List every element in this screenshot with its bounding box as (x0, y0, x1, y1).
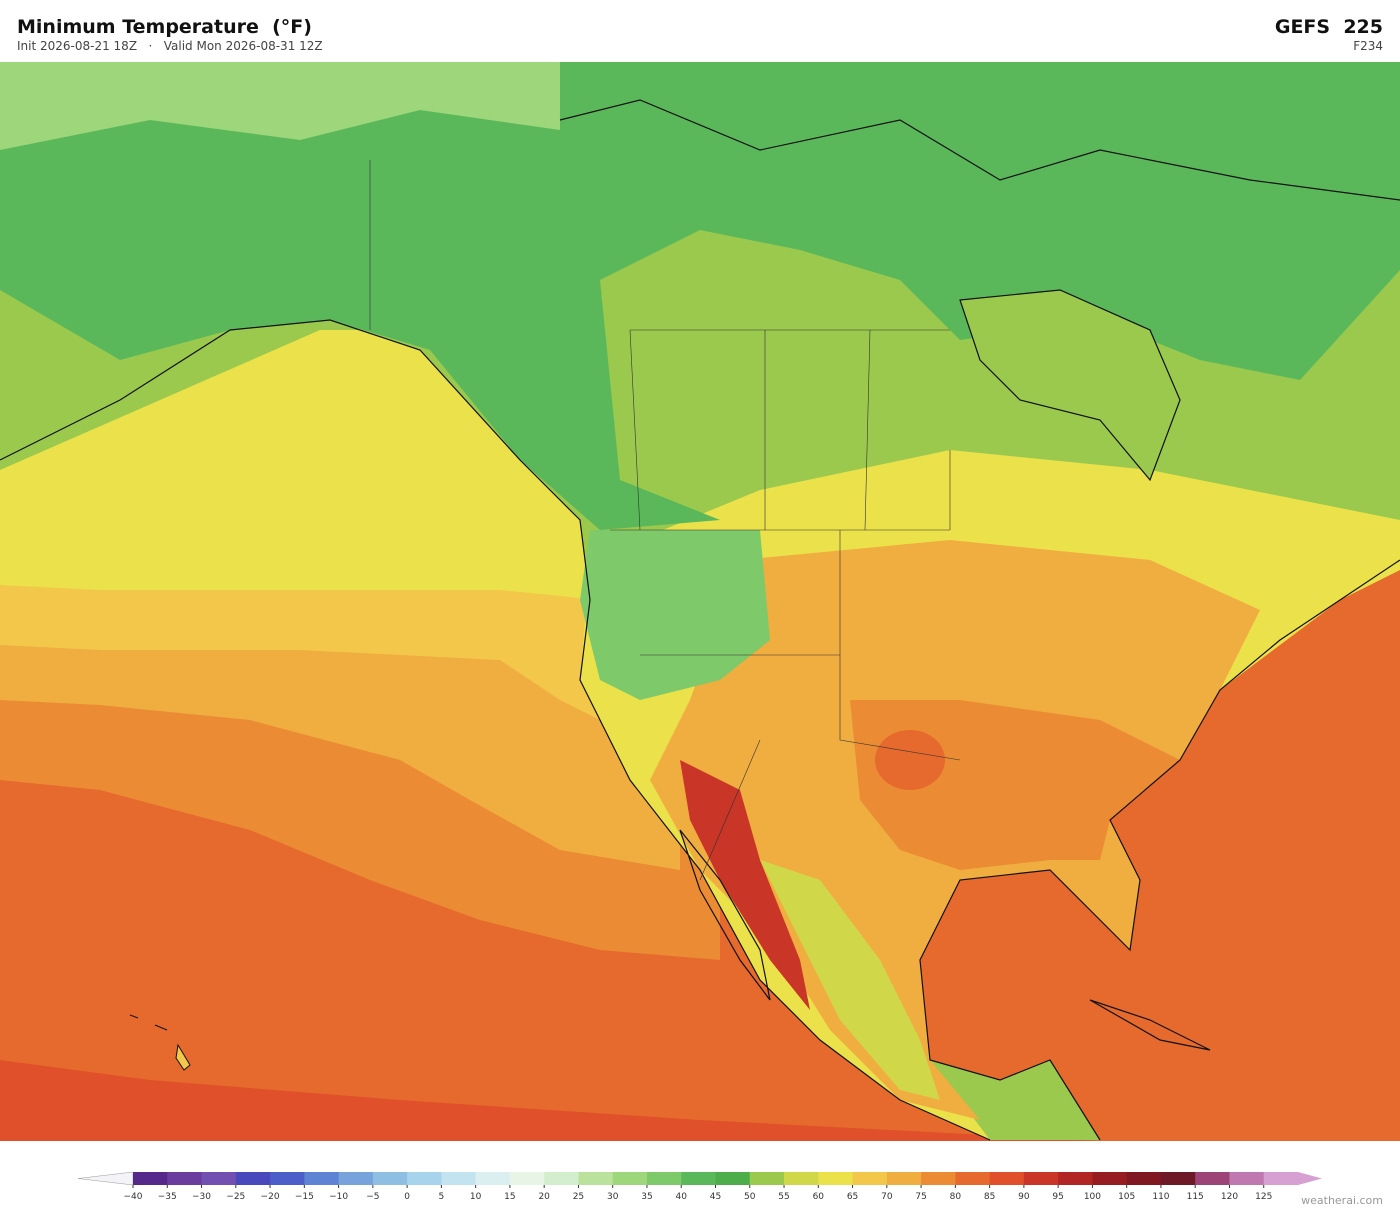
map (0, 62, 1400, 1141)
colorbar-bin (955, 1172, 991, 1185)
colorbar-bin (133, 1172, 168, 1185)
colorbar-tick-label: 110 (1152, 1192, 1169, 1202)
colorbar-tick-label: 90 (1018, 1192, 1030, 1202)
colorbar-tick-label: 40 (676, 1192, 688, 1202)
colorbar-bin (544, 1172, 579, 1185)
colorbar-bin (201, 1172, 237, 1185)
colorbar-tick-label: 35 (641, 1192, 652, 1202)
colorbar-tick-label: −25 (226, 1192, 245, 1202)
colorbar-tick-label: 65 (847, 1192, 858, 1202)
colorbar-bin (646, 1172, 682, 1185)
colorbar-bin (989, 1172, 1025, 1185)
colorbar-tick-label: 105 (1118, 1192, 1135, 1202)
colorbar-tick-label: 30 (607, 1192, 619, 1202)
colorbar-bin (441, 1172, 477, 1185)
colorbar-tick-label: −40 (124, 1192, 143, 1202)
title: Minimum Temperature (°F) (17, 16, 312, 38)
colorbar-bin (852, 1172, 888, 1185)
credit: weatherai.com (1301, 1194, 1383, 1207)
colorbar-under (77, 1171, 134, 1186)
colorbar-bin (167, 1172, 203, 1185)
colorbar: −40 −35 −30 −25 −20 −15 −10 −5 0 5 10 15 20 25 30 35 40 4… (77, 1171, 1322, 1202)
land-region (580, 530, 770, 700)
land-region (0, 62, 1400, 530)
colorbar-bin (509, 1172, 545, 1185)
colorbar-bin (235, 1172, 271, 1185)
colorbar-bin (304, 1172, 340, 1185)
model-run: GEFS 225 (1274, 16, 1383, 38)
colorbar-tick-label: −15 (295, 1192, 314, 1202)
hawaii (129, 1014, 191, 1071)
colorbar-tick-label: 120 (1221, 1192, 1238, 1202)
land-region (0, 62, 560, 150)
colorbar-tick-label: 115 (1187, 1192, 1204, 1202)
colorbar-bin (784, 1172, 819, 1185)
colorbar-bin (1160, 1172, 1196, 1185)
colorbar-bin (818, 1172, 854, 1185)
colorbar-bin (681, 1172, 716, 1185)
colorbar-tick-label: 15 (504, 1192, 515, 1202)
colorbar-bin (715, 1172, 751, 1185)
colorbar-bin (886, 1172, 922, 1185)
colorbar-bin (475, 1172, 511, 1185)
colorbar-tick-label: 75 (915, 1192, 926, 1202)
land-region (875, 730, 945, 790)
colorbar-bin (338, 1172, 374, 1185)
land-region (680, 760, 810, 1010)
colorbar-tick-label: 20 (538, 1192, 550, 1202)
colorbar-bin (921, 1172, 956, 1185)
colorbar-bin (372, 1172, 408, 1185)
colorbar-bin (1092, 1172, 1128, 1185)
land-region (760, 860, 940, 1100)
colorbar-tick-label: 5 (439, 1192, 445, 1202)
forecast-hour: F234 (1353, 39, 1383, 53)
borders (369, 160, 961, 881)
colorbar-tick-label: 60 (813, 1192, 825, 1202)
colorbar-tick-label: 10 (470, 1192, 482, 1202)
colorbar-tick-label: −5 (366, 1192, 379, 1202)
colorbar-bin (1058, 1172, 1093, 1185)
colorbar-tick-label: 25 (573, 1192, 584, 1202)
colorbar-tick-label: 0 (404, 1192, 410, 1202)
colorbar-tick-label: 55 (778, 1192, 789, 1202)
colorbar-bin (1023, 1172, 1059, 1185)
hudson-bay (960, 290, 1180, 480)
colorbar-bin (407, 1172, 442, 1185)
colorbar-tick-label: 80 (950, 1192, 962, 1202)
colorbar-tick-label: −35 (158, 1192, 177, 1202)
colorbar-tick-label: 45 (710, 1192, 721, 1202)
colorbar-tick-label: 125 (1255, 1192, 1272, 1202)
colorbar-tick-label: 70 (881, 1192, 893, 1202)
colorbar-tick-label: 50 (744, 1192, 756, 1202)
colorbar-bin (1195, 1172, 1230, 1185)
colorbar-bin (749, 1172, 785, 1185)
colorbar-bin (270, 1172, 305, 1185)
coastline (0, 99, 1400, 1141)
colorbar-bin (1229, 1172, 1265, 1185)
colorbar-over (1298, 1172, 1322, 1185)
colorbar-tick-label: 95 (1052, 1192, 1063, 1202)
colorbar-bin (1126, 1172, 1162, 1185)
colorbar-tick-label: −20 (261, 1192, 280, 1202)
colorbar-bin (1263, 1172, 1299, 1185)
colorbar-tick-label: 85 (984, 1192, 995, 1202)
colorbar-tick-label: −10 (329, 1192, 348, 1202)
subtitle: Init 2026-08-21 18Z · Valid Mon 2026-08-… (17, 39, 323, 53)
colorbar-bin (578, 1172, 614, 1185)
colorbar-bin (612, 1172, 648, 1185)
colorbar-tick-label: 100 (1084, 1192, 1101, 1202)
colorbar-tick-label: −30 (192, 1192, 211, 1202)
